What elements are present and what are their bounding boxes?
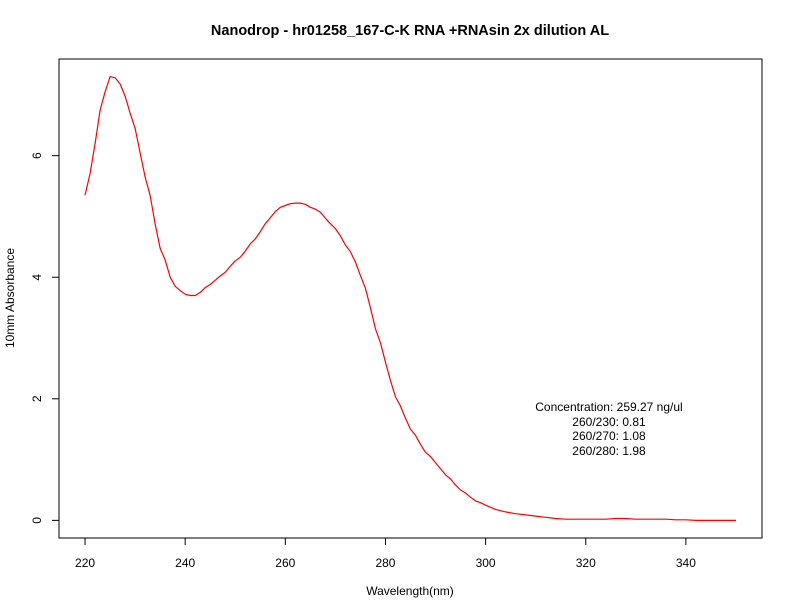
annotation-260-230: 260/230: 0.81 (572, 415, 646, 429)
stats-annotation: Concentration: 259.27 ng/ul 260/230: 0.8… (535, 400, 682, 458)
y-tick-label: 6 (30, 152, 44, 159)
y-axis-label: 10mm Absorbance (3, 248, 17, 348)
y-tick-label: 0 (30, 517, 44, 524)
absorbance-series-line (84, 75, 736, 522)
annotation-260-270: 260/270: 1.08 (572, 429, 646, 443)
chart-title: Nanodrop - hr01258_167-C-K RNA +RNAsin 2… (211, 23, 609, 39)
x-tick-label: 220 (75, 556, 95, 570)
series-layer (84, 75, 736, 522)
annotation-concentration: Concentration: 259.27 ng/ul (535, 400, 682, 414)
y-tick-label: 4 (30, 274, 44, 281)
x-tick-label: 240 (175, 556, 195, 570)
x-tick-label: 340 (676, 556, 696, 570)
annotation-260-280: 260/280: 1.98 (572, 444, 646, 458)
y-tick-label: 2 (30, 395, 44, 402)
x-tick-label: 260 (275, 556, 295, 570)
plot-frame (58, 58, 763, 539)
y-axis: 0 2 4 6 (30, 152, 60, 524)
x-tick-label: 280 (375, 556, 395, 570)
x-tick-label: 300 (476, 556, 496, 570)
x-tick-label: 320 (576, 556, 596, 570)
x-axis: 220 240 260 280 300 320 340 (75, 537, 696, 570)
x-axis-label: Wavelength(nm) (366, 584, 454, 598)
